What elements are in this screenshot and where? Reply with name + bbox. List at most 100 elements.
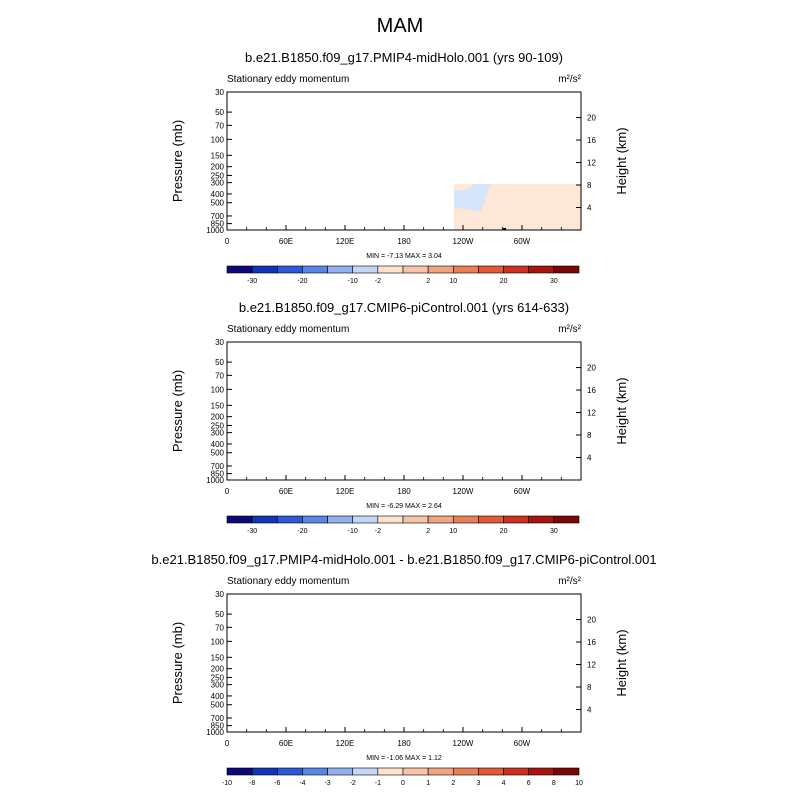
panel-3-ylabel-right: Height (km) [614,629,629,696]
y-tick-label: 250 [211,171,225,180]
colorbar-box [251,767,278,776]
y-right-tick-label: 20 [587,616,596,625]
contour-region-4 [477,342,581,480]
y-right-tick-label: 4 [587,454,592,463]
y-tick-label: 100 [211,135,225,144]
y-right-tick-label: 20 [587,114,596,123]
x-tick-label: 60W [514,487,531,496]
y-tick-label: 200 [211,413,225,422]
panel-3-subtitle: Stationary eddy momentum [227,576,349,587]
x-tick-label: 120W [453,487,474,496]
colorbar-label: -10 [222,780,232,787]
y-tick-label: 700 [211,212,225,221]
y-tick-label: 700 [211,462,225,471]
panel-1-field [257,157,581,230]
colorbar-label: -20 [297,528,307,535]
y-right-tick-label: 16 [587,386,596,395]
colorbar-label: -4 [299,780,305,787]
colorbar-label: 4 [502,780,506,787]
y-tick-label: 250 [211,673,225,682]
terrain [503,228,506,230]
y-tick-label: 700 [211,714,225,723]
colorbar-box [352,515,379,524]
panel-3-ylabel: Pressure (mb) [170,622,185,704]
colorbar-label: 2 [426,528,430,535]
colorbar-box [276,265,303,274]
contour-region-3 [286,157,347,186]
y-tick-label: 1000 [206,226,224,235]
colorbar-box [377,515,404,524]
colorbar-box [327,265,354,274]
terrain [233,722,273,732]
y-tick-label: 400 [211,190,225,199]
contour-region-6 [454,207,497,230]
contour-region-8 [510,160,523,181]
y-tick-label: 500 [211,199,225,208]
field-background [227,594,581,732]
contour-region-7 [517,594,581,732]
y-right-tick-label: 12 [587,159,596,168]
colorbar-label: 6 [527,780,531,787]
panel-2-title: b.e21.B1850.f09_g17.CMIP6-piControl.001 … [239,300,569,315]
panel-2-field [227,342,581,480]
y-right-tick-label: 16 [587,638,596,647]
y-tick-label: 50 [215,108,224,117]
contour-region-7 [523,402,533,411]
y-right-tick-label: 4 [587,706,592,715]
colorbar-label: -30 [247,528,257,535]
contour-region-9 [257,465,265,474]
y-tick-label: 850 [211,220,225,229]
contour-region-3 [375,342,437,430]
y-tick-label: 30 [215,88,224,97]
y-tick-label: 250 [211,421,225,430]
colorbar-box [452,515,479,524]
y-tick-label: 70 [215,623,224,632]
colorbar-box [478,265,504,274]
panel-2-ylabel-right: Height (km) [614,377,629,444]
colorbar-box [553,515,580,524]
contour-region-1 [227,594,245,732]
x-tick-label: 180 [397,237,411,246]
colorbar-box [528,265,555,274]
panel-1-title: b.e21.B1850.f09_g17.PMIP4-midHolo.001 (y… [245,50,563,65]
y-tick-label: 1000 [206,476,224,485]
panel-2: b.e21.B1850.f09_g17.CMIP6-piControl.001 … [170,300,629,535]
colorbar-box [327,767,354,776]
x-tick-label: 120E [336,739,355,748]
colorbar-label: -2 [375,528,381,535]
contour-region-3 [307,594,341,732]
x-tick-label: 60E [279,739,293,748]
panel-1-colorbar: -30 -20 -10 -2 2 10 20 30 [226,265,580,285]
y-tick-label: 70 [215,371,224,380]
colorbar-box [427,767,454,776]
colorbar-box [402,515,429,524]
y-tick-label: 50 [215,610,224,619]
contour-region-4 [342,603,375,659]
colorbar-label: 20 [500,528,508,535]
y-tick-label: 100 [211,637,225,646]
contour-region-6 [447,594,473,714]
y-tick-label: 1000 [206,728,224,737]
colorbar-box [402,265,429,274]
x-tick-label: 60W [514,739,531,748]
contour-region-6 [522,364,557,388]
contour-region-9 [257,215,265,224]
x-tick-label: 60E [279,487,293,496]
panel-3-axes: 3050701001502002503004005007008501000481… [206,590,596,748]
colorbar-label: 10 [449,528,457,535]
terrain [233,470,273,480]
x-tick-label: 120W [453,739,474,748]
colorbar-label: 2 [451,780,455,787]
contour-region-7 [411,161,431,178]
colorbar-label: 8 [552,780,556,787]
contour-region-5 [377,455,487,480]
colorbar-label: -2 [375,278,381,285]
colorbar-box [528,515,555,524]
colorbar-box [377,265,404,274]
colorbar-box [452,767,479,776]
panel-1-units: m²/s² [558,74,581,85]
colorbar-label: 30 [550,278,558,285]
x-tick-label: 120E [336,487,355,496]
colorbar-label: -8 [249,780,255,787]
y-tick-label: 500 [211,701,225,710]
